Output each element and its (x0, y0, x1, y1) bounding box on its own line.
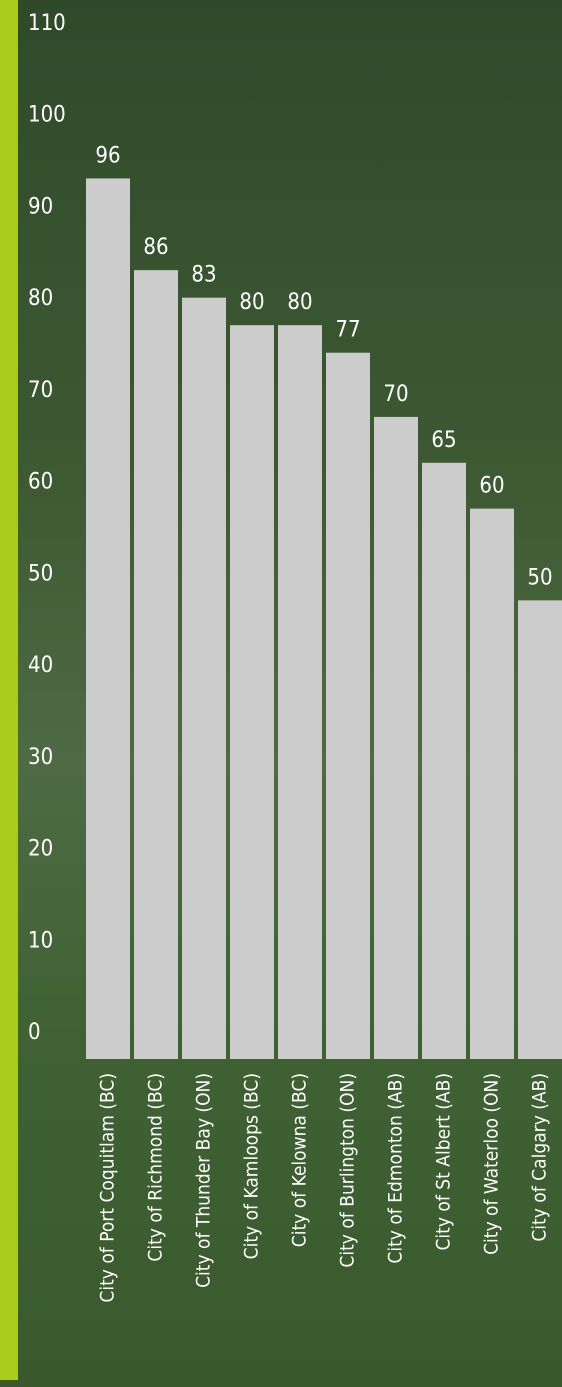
accent-strip (0, 0, 18, 1380)
y-tick-label: 100 (28, 103, 66, 128)
bar (422, 462, 466, 1060)
bar (326, 352, 370, 1059)
value-label: 80 (239, 290, 264, 315)
x-tick-label: City of Richmond (BC) (145, 1073, 167, 1262)
x-tick-label: City of Port Coquitlam (BC) (97, 1073, 119, 1303)
value-label: 50 (527, 565, 552, 590)
value-label: 60 (479, 474, 504, 499)
bar (470, 508, 514, 1059)
y-tick-label: 60 (28, 470, 53, 495)
x-tick-label: City of Burlington (ON) (337, 1073, 359, 1268)
x-tick-label: City of Waterloo (ON) (481, 1073, 503, 1255)
y-tick-label: 40 (28, 653, 53, 678)
y-tick-label: 20 (28, 837, 53, 862)
value-label: 80 (287, 290, 312, 315)
y-tick-label: 80 (28, 286, 53, 311)
x-tick-label: City of St Albert (AB) (433, 1073, 455, 1251)
value-label: 96 (95, 143, 120, 168)
bar (518, 600, 562, 1059)
x-tick-label: City of Kelowna (BC) (289, 1073, 311, 1247)
bar (182, 297, 226, 1059)
bar (278, 325, 322, 1059)
value-label: 70 (383, 382, 408, 407)
bar (86, 178, 130, 1059)
y-tick-label: 0 (28, 1020, 41, 1045)
y-tick-label: 110 (28, 11, 66, 36)
x-tick-label: City of Calgary (AB) (529, 1073, 551, 1242)
y-tick-label: 30 (28, 745, 53, 770)
value-label: 77 (335, 318, 360, 343)
y-tick-label: 50 (28, 561, 53, 586)
x-tick-label: City of Kamloops (BC) (241, 1073, 263, 1259)
x-tick-label: City of Edmonton (AB) (385, 1073, 407, 1264)
y-tick-label: 90 (28, 194, 53, 219)
y-tick-label: 10 (28, 928, 53, 953)
value-label: 65 (431, 428, 456, 453)
bar (134, 270, 178, 1059)
y-tick-label: 70 (28, 378, 53, 403)
value-label: 83 (191, 263, 216, 288)
x-tick-label: City of Thunder Bay (ON) (193, 1073, 215, 1288)
bar (374, 416, 418, 1060)
bar (230, 325, 274, 1059)
value-label: 86 (143, 235, 168, 260)
